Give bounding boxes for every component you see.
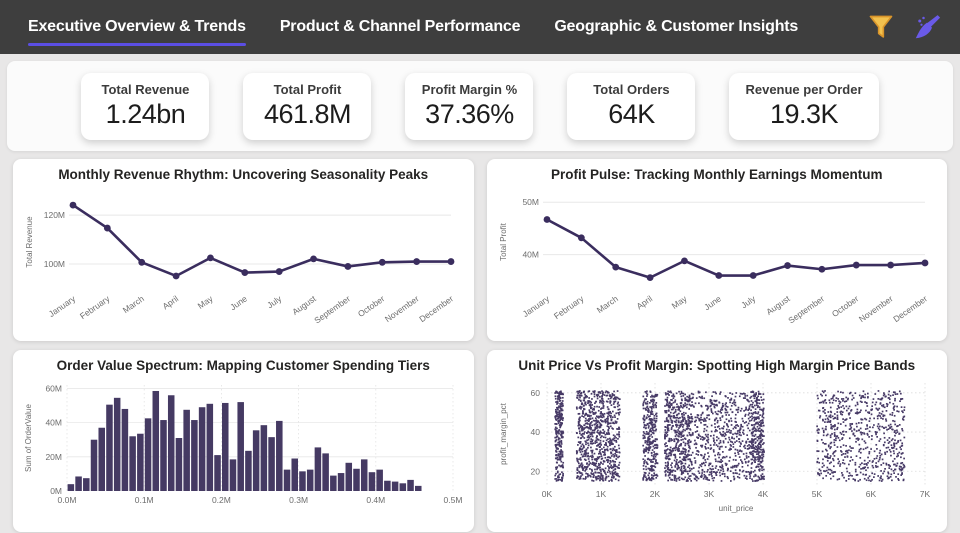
svg-text:0.5M: 0.5M	[444, 495, 463, 505]
svg-text:November: November	[383, 293, 421, 324]
svg-text:March: March	[595, 293, 620, 315]
svg-text:July: July	[739, 293, 758, 310]
kpi-label: Total Revenue	[101, 81, 190, 97]
svg-text:May: May	[669, 293, 689, 311]
chart-card-order-value-spectrum: Order Value Spectrum: Mapping Customer S…	[13, 350, 474, 532]
svg-text:May: May	[196, 293, 216, 311]
svg-text:March: March	[121, 293, 146, 315]
svg-text:June: June	[702, 293, 723, 312]
svg-text:0M: 0M	[50, 486, 62, 496]
kpi-value: 64K	[608, 98, 655, 129]
filter-funnel-icon[interactable]	[866, 12, 896, 42]
svg-text:0.1M: 0.1M	[135, 495, 154, 505]
line-chart-profit-pulse[interactable]: 40M 50M Total Profit January February March Ap…	[495, 182, 939, 334]
kpi-value: 1.24bn	[105, 98, 186, 129]
svg-text:6K: 6K	[866, 489, 877, 499]
svg-text:April: April	[634, 293, 654, 311]
tab-label: Geographic & Customer Insights	[554, 18, 799, 35]
svg-text:7K: 7K	[920, 489, 931, 499]
svg-text:January: January	[47, 293, 78, 319]
svg-text:December: December	[418, 293, 456, 324]
chart-card-unit-price-margin: Unit Price Vs Profit Margin: Spotting Hi…	[486, 350, 947, 532]
kpi-card-profit-margin: Profit Margin % 37.36%	[405, 72, 534, 140]
svg-text:February: February	[78, 293, 112, 321]
svg-text:100M: 100M	[44, 259, 65, 269]
kpi-label: Profit Margin %	[421, 81, 518, 97]
chart-title: Unit Price Vs Profit Margin: Spotting Hi…	[518, 358, 916, 373]
svg-text:0.3M: 0.3M	[289, 495, 308, 505]
svg-text:20M: 20M	[46, 452, 63, 462]
svg-text:August: August	[764, 293, 792, 317]
svg-text:August: August	[291, 293, 319, 317]
svg-text:40M: 40M	[46, 418, 63, 428]
svg-text:Sum of OrderValue: Sum of OrderValue	[24, 404, 33, 472]
svg-text:5K: 5K	[812, 489, 823, 499]
top-nav-bar: Executive Overview & Trends Product & Ch…	[0, 0, 960, 54]
svg-text:50M: 50M	[522, 197, 539, 207]
chart-title: Monthly Revenue Rhythm: Uncovering Seaso…	[58, 167, 429, 182]
svg-text:October: October	[830, 293, 861, 319]
svg-text:40M: 40M	[522, 250, 539, 260]
svg-text:2K: 2K	[650, 489, 661, 499]
svg-text:1K: 1K	[596, 489, 607, 499]
svg-text:Total Revenue: Total Revenue	[25, 216, 34, 268]
svg-text:September: September	[786, 293, 826, 325]
tab-executive-overview[interactable]: Executive Overview & Trends	[28, 8, 246, 46]
svg-text:0.4M: 0.4M	[367, 495, 386, 505]
kpi-label: Total Orders	[593, 81, 670, 97]
svg-text:April: April	[161, 293, 181, 311]
svg-text:60: 60	[530, 388, 540, 398]
kpi-strip: Total Revenue 1.24bn Total Profit 461.8M…	[7, 61, 953, 151]
svg-text:October: October	[356, 293, 387, 319]
line-chart-monthly-revenue[interactable]: 100M 120M Total Revenue January February Marc…	[21, 182, 465, 334]
kpi-label: Total Profit	[273, 81, 342, 97]
svg-text:December: December	[891, 293, 929, 324]
tab-label: Executive Overview & Trends	[28, 18, 246, 35]
kpi-value: 461.8M	[263, 98, 352, 129]
svg-text:60M: 60M	[46, 383, 63, 393]
kpi-card-total-revenue: Total Revenue 1.24bn	[81, 72, 210, 140]
scatter-chart-unit-price-margin[interactable]: 0K 1K 2K 3K 4K 5K 6K 7K 20 40 60 unit_price profit_m…	[495, 373, 939, 525]
kpi-card-total-profit: Total Profit 461.8M	[243, 72, 372, 140]
kpi-label: Revenue per Order	[745, 81, 863, 97]
chart-card-monthly-revenue: Monthly Revenue Rhythm: Uncovering Seaso…	[13, 159, 474, 341]
svg-text:0.0M: 0.0M	[58, 495, 77, 505]
tab-label: Product & Channel Performance	[279, 18, 521, 35]
svg-text:0K: 0K	[542, 489, 553, 499]
svg-text:20: 20	[530, 466, 540, 476]
chart-grid: Monthly Revenue Rhythm: Uncovering Seaso…	[13, 159, 947, 532]
svg-text:3K: 3K	[704, 489, 715, 499]
svg-text:120M: 120M	[44, 210, 65, 220]
kpi-value: 37.36%	[425, 98, 514, 129]
active-tab-underline	[28, 43, 246, 46]
svg-text:Total Profit: Total Profit	[499, 222, 508, 261]
tab-geographic-customer[interactable]: Geographic & Customer Insights	[554, 8, 798, 46]
svg-text:September: September	[312, 293, 352, 325]
broom-icon[interactable]	[912, 12, 942, 42]
svg-text:0.2M: 0.2M	[212, 495, 231, 505]
svg-text:January: January	[520, 293, 551, 319]
svg-text:June: June	[228, 293, 249, 312]
kpi-value: 19.3K	[769, 98, 839, 129]
kpi-card-revenue-per-order: Revenue per Order 19.3K	[729, 72, 879, 140]
kpi-card-total-orders: Total Orders 64K	[567, 72, 696, 140]
svg-text:40: 40	[530, 427, 540, 437]
svg-text:February: February	[552, 293, 586, 321]
svg-text:unit_price: unit_price	[718, 504, 753, 513]
svg-text:November: November	[857, 293, 895, 324]
svg-text:July: July	[265, 293, 284, 310]
svg-text:4K: 4K	[758, 489, 769, 499]
chart-card-profit-pulse: Profit Pulse: Tracking Monthly Earnings …	[486, 159, 947, 341]
tab-product-channel[interactable]: Product & Channel Performance	[279, 8, 521, 46]
nav-tabs: Executive Overview & Trends Product & Ch…	[28, 8, 866, 46]
chart-title: Profit Pulse: Tracking Monthly Earnings …	[550, 167, 883, 182]
bar-chart-order-value[interactable]: 0.0M 0.1M 0.2M 0.3M 0.4M 0.5M 0M 20M 40M 60M Sum o…	[21, 373, 465, 525]
svg-text:profit_margin_pct: profit_margin_pct	[499, 402, 508, 465]
chart-title: Order Value Spectrum: Mapping Customer S…	[56, 358, 430, 373]
